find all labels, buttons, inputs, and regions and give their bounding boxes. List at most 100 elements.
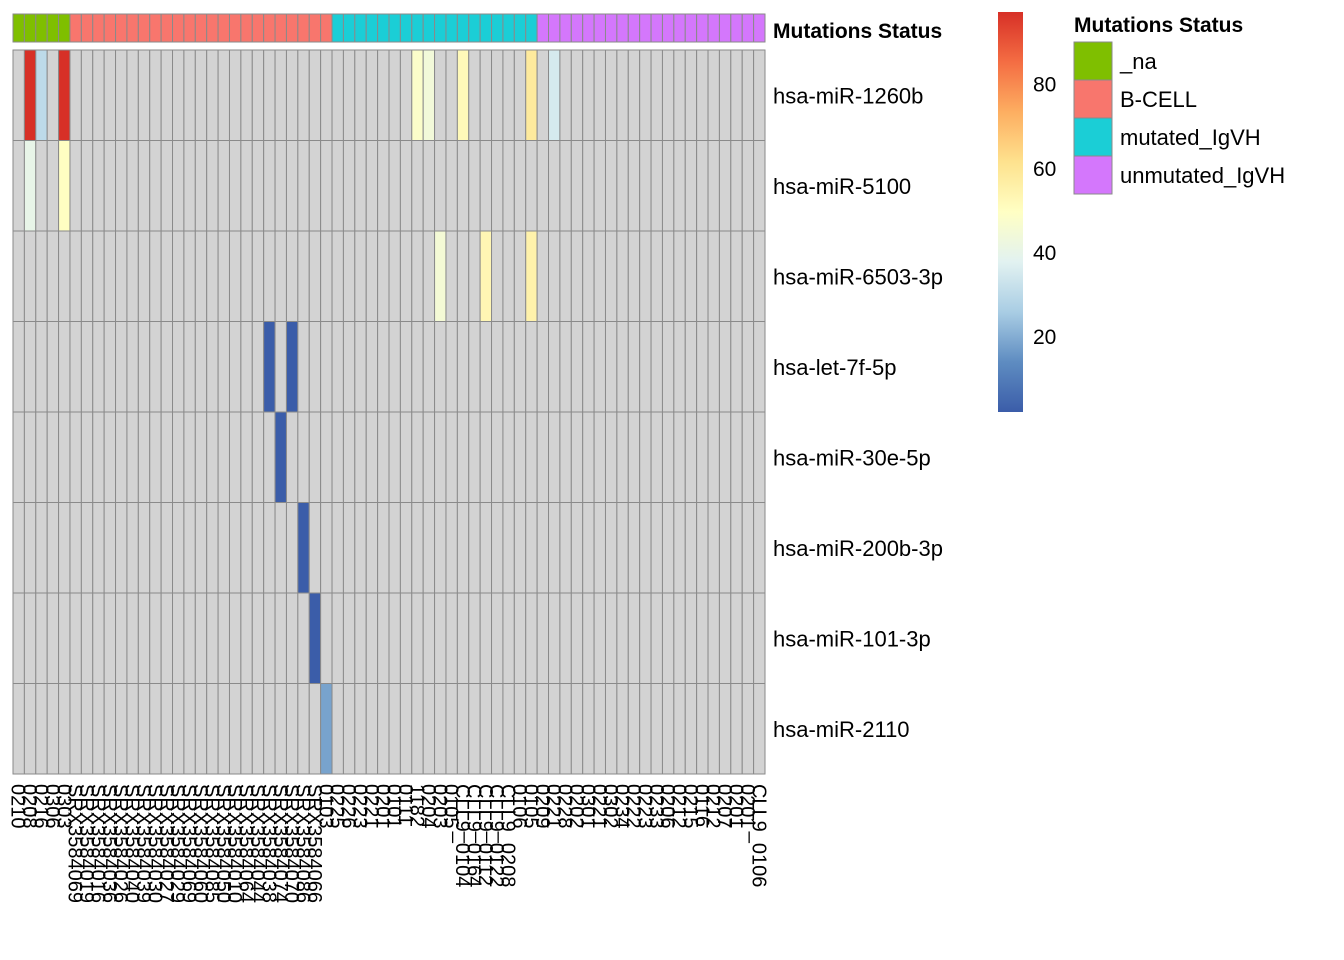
- heatmap-cell: [240, 321, 253, 413]
- heatmap-cell: [377, 683, 390, 775]
- heatmap-cell: [502, 49, 515, 141]
- annotation-cell: [650, 13, 663, 43]
- heatmap-cell: [525, 502, 538, 594]
- heatmap-cell: [308, 321, 322, 413]
- heatmap-cell: [149, 502, 162, 594]
- annotation-cell: [69, 13, 82, 43]
- heatmap-cell: [548, 411, 561, 503]
- annotation-cell: [718, 13, 732, 43]
- heatmap-grid: [12, 49, 766, 775]
- legend: Mutations Status _na B-CELL mutated_IgVHun…: [1073, 14, 1285, 195]
- heatmap-cell: [593, 140, 606, 232]
- heatmap-cell: [730, 321, 743, 413]
- heatmap-cell: [718, 502, 732, 594]
- heatmap-cell: [194, 140, 208, 232]
- annotation-cell: [92, 13, 105, 43]
- column-label: SRX3584069: [178, 784, 200, 903]
- heatmap-cell: [46, 502, 60, 594]
- heatmap-cell: [183, 502, 196, 594]
- colorbar-tick-label: 80: [1033, 74, 1056, 97]
- heatmap-cell: [456, 683, 470, 775]
- heatmap-cell: [718, 230, 732, 322]
- heatmap-cell: [342, 592, 356, 684]
- heatmap-cell: [616, 49, 629, 141]
- heatmap-cell: [673, 321, 686, 413]
- heatmap-cell: [422, 592, 436, 684]
- annotation-cell: [217, 13, 230, 43]
- heatmap-cell: [536, 502, 550, 594]
- heatmap-cell: [388, 230, 401, 322]
- heatmap-cell: [172, 592, 185, 684]
- heatmap-cell: [411, 502, 424, 594]
- heatmap-cell: [422, 411, 436, 503]
- column-label: 0203: [428, 784, 450, 829]
- column-label: CLL9_0164: [462, 784, 484, 887]
- heatmap-cell: [741, 230, 755, 322]
- heatmap-cell: [115, 683, 128, 775]
- column-label: SRX3584036: [98, 784, 120, 903]
- heatmap-cell: [388, 683, 401, 775]
- annotation-cell: [285, 13, 299, 43]
- heatmap-cell: [502, 321, 515, 413]
- heatmap-cell: [513, 502, 527, 594]
- heatmap-cell: [115, 502, 128, 594]
- heatmap-cell: [718, 683, 732, 775]
- heatmap-cell: [388, 411, 401, 503]
- heatmap-cell: [650, 230, 663, 322]
- heatmap-cell: [80, 140, 94, 232]
- annotation-cell: [411, 13, 424, 43]
- heatmap-cell: [684, 49, 698, 141]
- heatmap-cell: [616, 683, 629, 775]
- column-label: SRX3584086: [292, 784, 314, 903]
- heatmap-cell: [593, 592, 606, 684]
- heatmap-cell: [388, 321, 401, 413]
- heatmap-cell: [194, 592, 208, 684]
- heatmap-cell: [525, 683, 538, 775]
- heatmap-cell: [149, 683, 162, 775]
- heatmap-cell: [684, 321, 698, 413]
- heatmap-cell: [684, 683, 698, 775]
- heatmap-cell: [308, 683, 322, 775]
- annotation-cell: [741, 13, 755, 43]
- heatmap-cell: [194, 411, 208, 503]
- heatmap-cell: [650, 140, 663, 232]
- heatmap-cell: [251, 592, 265, 684]
- heatmap-cell: [342, 49, 356, 141]
- heatmap-cell: [46, 49, 60, 141]
- column-label: 0207: [713, 784, 735, 829]
- heatmap-cell: [308, 230, 322, 322]
- heatmap-cell: [206, 321, 219, 413]
- heatmap-cell: [297, 411, 310, 503]
- heatmap-cell: [58, 230, 71, 322]
- heatmap-cell: [377, 321, 390, 413]
- heatmap-cell: [160, 502, 174, 594]
- heatmap-cell: [718, 411, 732, 503]
- column-label: 0204: [417, 784, 439, 829]
- heatmap-cell: [559, 411, 572, 503]
- heatmap-cell: [434, 592, 447, 684]
- heatmap-cell: [616, 411, 629, 503]
- heatmap-cell: [650, 49, 663, 141]
- heatmap-cell: [320, 140, 333, 232]
- column-label: 0105: [440, 784, 462, 829]
- column-label: SRX3584074: [269, 784, 291, 903]
- heatmap-cell: [274, 321, 287, 413]
- heatmap-cell: [445, 592, 458, 684]
- legend-label: unmutated_IgVH: [1120, 163, 1285, 188]
- heatmap-cell: [661, 683, 675, 775]
- heatmap-cell: [149, 321, 162, 413]
- heatmap-cell: [58, 592, 71, 684]
- heatmap-cell: [354, 140, 367, 232]
- annotation-cell: [422, 13, 436, 43]
- heatmap-cell: [217, 502, 230, 594]
- heatmap-cell: [627, 49, 641, 141]
- annotation-cell: [696, 13, 709, 43]
- heatmap-cell: [502, 592, 515, 684]
- heatmap-cell: [639, 592, 652, 684]
- heatmap-cell: [103, 49, 117, 141]
- heatmap-cell: [217, 230, 230, 322]
- heatmap-cell: [707, 321, 720, 413]
- heatmap-cell: [707, 230, 720, 322]
- heatmap-cell: [456, 49, 470, 141]
- heatmap-cell: [673, 49, 686, 141]
